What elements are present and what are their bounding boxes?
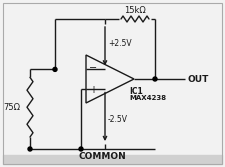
Text: OUT: OUT bbox=[188, 74, 209, 84]
Text: 75Ω: 75Ω bbox=[3, 103, 20, 112]
Text: +2.5V: +2.5V bbox=[108, 39, 132, 48]
Circle shape bbox=[53, 67, 57, 71]
Text: -2.5V: -2.5V bbox=[108, 115, 128, 124]
Text: 15kΩ: 15kΩ bbox=[124, 6, 146, 15]
Circle shape bbox=[153, 77, 157, 81]
Text: +: + bbox=[89, 85, 97, 95]
Text: COMMON: COMMON bbox=[79, 152, 126, 161]
Circle shape bbox=[28, 147, 32, 151]
Text: IC1: IC1 bbox=[129, 87, 143, 96]
Text: MAX4238: MAX4238 bbox=[129, 95, 166, 101]
Text: −: − bbox=[89, 63, 97, 73]
Circle shape bbox=[79, 147, 83, 151]
